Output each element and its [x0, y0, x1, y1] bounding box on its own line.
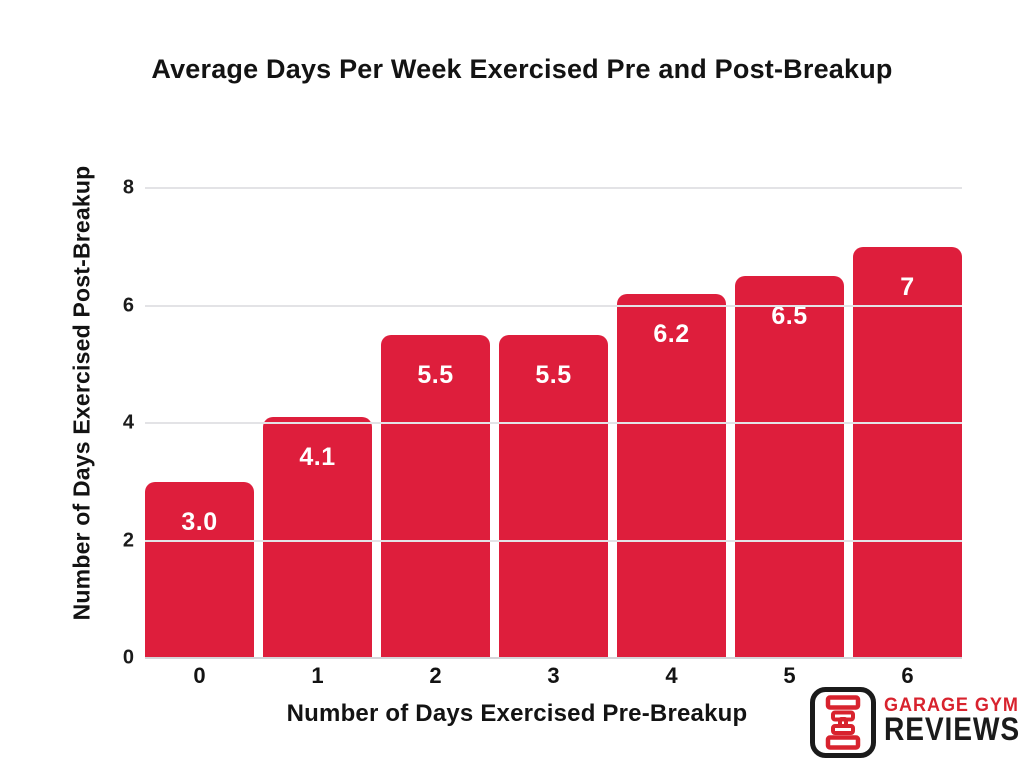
bars-container: 3.0 4.1 5.5 5.5 6.2 6.5 7 — [145, 188, 962, 658]
bar: 7 — [853, 246, 962, 658]
chart-title: Average Days Per Week Exercised Pre and … — [151, 54, 893, 84]
plot-area: 3.0 4.1 5.5 5.5 6.2 6.5 7 — [145, 187, 962, 659]
x-axis-title: Number of Days Exercised Pre-Breakup — [286, 700, 748, 727]
x-tick-label: 5 — [783, 663, 796, 688]
y-tick-label: 6 — [122, 294, 134, 316]
y-tick-label: 2 — [122, 529, 134, 551]
x-tick-label: 3 — [547, 663, 560, 688]
brand-logo: GARAGE GYM REVIEWS — [809, 686, 1024, 759]
logo-text: GARAGE GYM REVIEWS — [884, 686, 1024, 747]
x-axis-baseline — [145, 657, 962, 659]
bar-value-label: 3.0 — [181, 507, 218, 536]
x-tick-label: 2 — [429, 663, 442, 688]
logo-line-garage-gym: GARAGE GYM — [884, 695, 1019, 716]
x-tick-row: 0 1 2 3 4 5 6 — [145, 663, 962, 689]
bar: 4.1 — [263, 417, 372, 658]
gridline — [145, 422, 962, 424]
x-tick-label: 6 — [901, 663, 914, 688]
gridline — [145, 304, 962, 307]
bar: 5.5 — [381, 334, 490, 658]
bar-value-label: 5.5 — [417, 360, 454, 389]
y-tick-label: 4 — [122, 411, 134, 434]
y-axis-title: Number of Days Exercised Post-Breakup — [68, 165, 95, 621]
bar: 6.2 — [617, 293, 726, 658]
gridline — [145, 187, 962, 189]
bar-value-label: 6.5 — [771, 302, 808, 331]
dumbbell-icon — [810, 687, 876, 758]
bar: 6.5 — [735, 276, 844, 658]
x-tick-label: 1 — [311, 663, 324, 688]
y-tick-label: 8 — [122, 176, 134, 199]
bar-value-label: 4.1 — [299, 443, 336, 472]
x-tick-label: 0 — [193, 663, 206, 688]
bar-value-label: 7 — [900, 272, 915, 301]
logo-line-reviews: REVIEWS — [884, 711, 1021, 747]
y-tick-label: 0 — [122, 646, 134, 669]
x-tick-label: 4 — [665, 663, 678, 688]
bar: 5.5 — [499, 334, 608, 658]
bar-value-label: 5.5 — [535, 360, 572, 389]
bar-value-label: 6.2 — [653, 319, 690, 348]
gridline — [145, 539, 962, 542]
bar: 3.0 — [145, 481, 254, 658]
